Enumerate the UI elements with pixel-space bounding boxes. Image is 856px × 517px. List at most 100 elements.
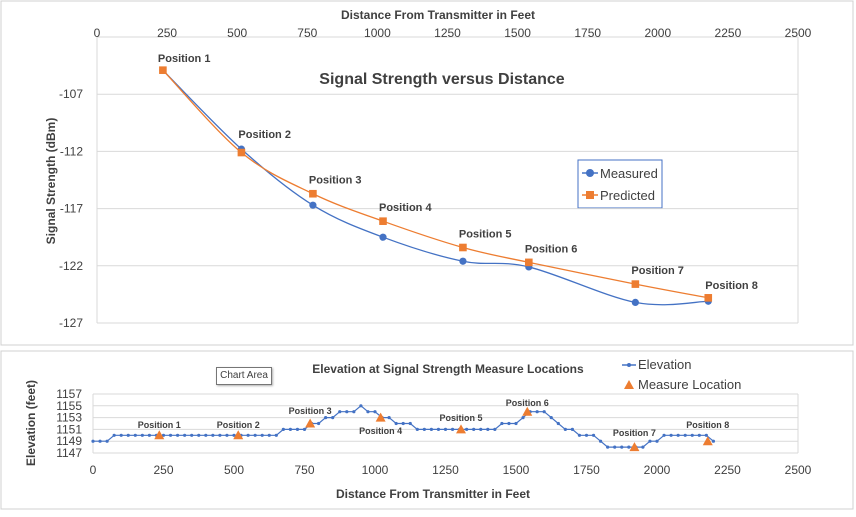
legend-measure-location-marker bbox=[624, 380, 634, 389]
elevation-point bbox=[408, 421, 412, 426]
elevation-point bbox=[288, 427, 292, 431]
elevation-point bbox=[394, 421, 398, 426]
elevation-point bbox=[429, 427, 433, 431]
bottom-x-tick-label: 2000 bbox=[644, 463, 671, 477]
bottom-position-label: Position 2 bbox=[217, 420, 260, 430]
top-x-tick-label: 500 bbox=[227, 26, 247, 40]
top-position-label: Position 5 bbox=[459, 228, 512, 240]
elevation-point bbox=[422, 427, 426, 431]
elevation-point bbox=[648, 439, 652, 443]
top-y-tick-label: -107 bbox=[59, 87, 83, 101]
elevation-point bbox=[704, 433, 708, 437]
elevation-point bbox=[676, 433, 680, 437]
elevation-point bbox=[253, 433, 257, 437]
elevation-point bbox=[91, 439, 95, 443]
top-legend-box bbox=[577, 159, 663, 209]
elevation-point bbox=[683, 433, 687, 437]
measure-location-marker bbox=[233, 430, 244, 440]
top-x-tick-label: 1500 bbox=[504, 26, 531, 40]
top-x-tick-label: 250 bbox=[157, 26, 177, 40]
elevation-point bbox=[450, 427, 455, 431]
top-chart-area[interactable] bbox=[0, 0, 854, 346]
elevation-point bbox=[345, 410, 349, 414]
elevation-point bbox=[274, 433, 278, 437]
elevation-point bbox=[295, 427, 300, 431]
top-x-tick-label: 1750 bbox=[574, 26, 601, 40]
measure-location-marker bbox=[522, 406, 533, 416]
measure-location-marker bbox=[375, 412, 386, 422]
bottom-position-label: Position 8 bbox=[686, 420, 729, 430]
top-position-label: Position 8 bbox=[705, 280, 758, 292]
elevation-point bbox=[570, 427, 575, 431]
top-position-label: Position 3 bbox=[309, 175, 362, 187]
predicted-point bbox=[237, 148, 246, 157]
legend-predicted-label: Predicted bbox=[600, 188, 655, 203]
elevation-point bbox=[260, 433, 264, 437]
predicted-point bbox=[631, 280, 640, 288]
elevation-point bbox=[415, 427, 419, 431]
legend-measured-label: Measured bbox=[600, 166, 658, 181]
elevation-point bbox=[711, 439, 716, 443]
measured-point bbox=[379, 233, 387, 241]
elevation-point bbox=[267, 433, 271, 437]
top-x-tick-label: 0 bbox=[94, 26, 101, 40]
elevation-point bbox=[366, 410, 370, 414]
top-y-tick-label: -117 bbox=[60, 202, 83, 216]
elevation-point bbox=[479, 427, 483, 431]
elevation-point bbox=[549, 416, 553, 420]
elevation-point bbox=[105, 439, 109, 443]
bottom-legend[interactable]: Elevation Measure Location bbox=[622, 357, 741, 392]
bottom-position-label: Position 3 bbox=[289, 406, 332, 416]
measure-location-marker bbox=[629, 442, 640, 452]
top-y-tick-label: -112 bbox=[60, 144, 83, 158]
elevation-point bbox=[176, 433, 180, 437]
elevation-point bbox=[147, 433, 151, 437]
elevation-point bbox=[563, 427, 567, 431]
measure-location-marker bbox=[702, 436, 713, 446]
top-position-label: Position 2 bbox=[238, 129, 291, 141]
elevation-point bbox=[669, 433, 673, 437]
top-legend[interactable]: Measured Predicted bbox=[577, 159, 663, 209]
elevation-point bbox=[606, 445, 610, 449]
elevation-point bbox=[387, 416, 391, 420]
elevation-point bbox=[662, 433, 666, 437]
legend-measured-marker bbox=[586, 169, 594, 177]
top-position-label: Position 6 bbox=[525, 243, 578, 255]
bottom-position-label: Position 7 bbox=[613, 428, 656, 438]
measure-location-marker bbox=[154, 430, 165, 440]
bottom-x-tick-label: 2500 bbox=[785, 463, 812, 477]
bottom-y-tick-label: 1153 bbox=[56, 411, 82, 425]
elevation-point bbox=[591, 433, 596, 437]
elevation-point bbox=[486, 427, 490, 431]
elevation-point bbox=[168, 433, 173, 437]
bottom-y-tick-label: 1151 bbox=[56, 422, 82, 436]
elevation-point bbox=[218, 433, 222, 437]
bottom-x-tick-label: 1000 bbox=[362, 463, 389, 477]
bottom-y-tick-label: 1149 bbox=[56, 434, 82, 448]
elevation-point bbox=[324, 416, 328, 420]
elevation-point bbox=[507, 421, 511, 426]
legend-predicted-marker bbox=[586, 191, 594, 199]
elevation-point bbox=[246, 433, 250, 437]
elevation-point bbox=[190, 433, 194, 437]
top-x-axis-title: Distance From Transmitter in Feet bbox=[341, 8, 535, 22]
plot-layer: -107 -112 -117 -122 -127 0 250 500 750 1000 1250 15… bbox=[56, 26, 811, 477]
elevation-point bbox=[112, 433, 116, 437]
elevation-point bbox=[119, 433, 123, 437]
elevation-point bbox=[465, 427, 469, 431]
chart-area-tooltip: Chart Area bbox=[216, 367, 272, 385]
bottom-y-tick-label: 1155 bbox=[56, 399, 82, 413]
measured-point bbox=[309, 201, 317, 209]
top-x-tick-label: 1000 bbox=[364, 26, 391, 40]
bottom-position-label: Position 6 bbox=[506, 398, 549, 408]
elevation-point bbox=[472, 427, 476, 431]
elevation-point bbox=[225, 433, 229, 437]
bottom-x-tick-label: 250 bbox=[153, 463, 173, 477]
elevation-point bbox=[373, 410, 377, 414]
predicted-point bbox=[704, 294, 713, 302]
bottom-position-label: Position 4 bbox=[359, 426, 402, 436]
measured-point bbox=[459, 257, 467, 265]
elevation-point bbox=[133, 433, 137, 437]
elevation-point bbox=[338, 410, 342, 414]
